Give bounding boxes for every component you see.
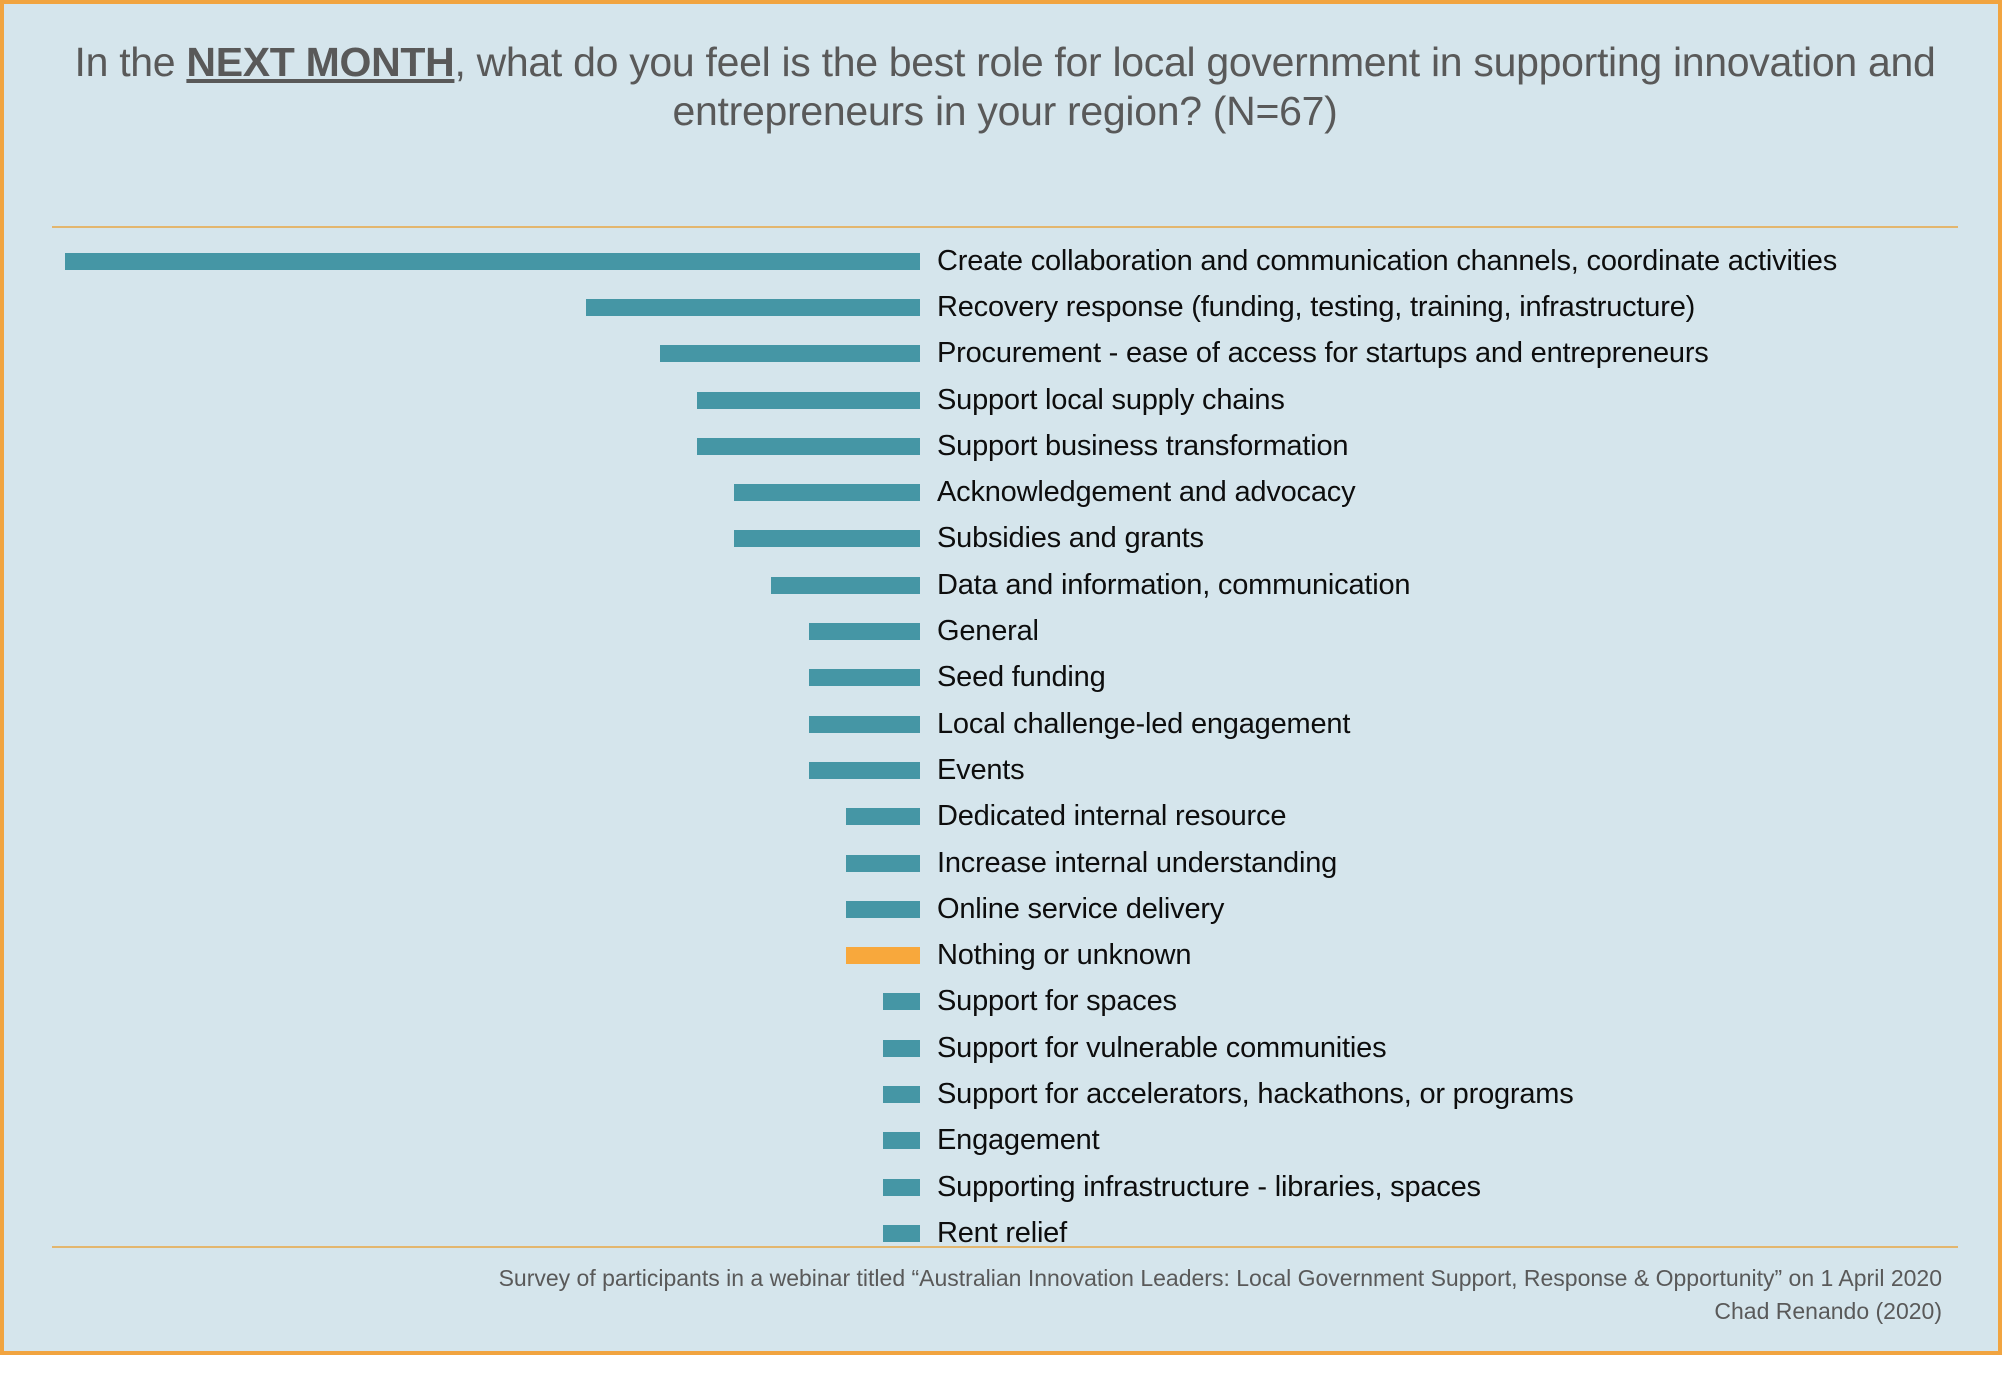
- divider-bottom: [52, 1246, 1958, 1248]
- category-label: Recovery response (funding, testing, tra…: [937, 290, 1696, 323]
- category-label: Acknowledgement and advocacy: [937, 476, 1356, 509]
- bar-column: [52, 669, 920, 687]
- chart-row: General: [52, 608, 1958, 654]
- category-bar: [585, 298, 920, 316]
- bar-column: [52, 530, 920, 548]
- category-bar: [734, 530, 920, 548]
- bar-column: [52, 298, 920, 316]
- chart-row: Seed funding: [52, 655, 1958, 701]
- category-bar: [808, 715, 920, 733]
- chart-row: Supporting infrastructure - libraries, s…: [52, 1164, 1958, 1210]
- category-bar: [845, 808, 920, 826]
- category-label: Supporting infrastructure - libraries, s…: [937, 1170, 1481, 1203]
- bar-column: [52, 1085, 920, 1103]
- bar-column: [52, 484, 920, 502]
- bar-column: [52, 1132, 920, 1150]
- category-label: Subsidies and grants: [937, 522, 1204, 555]
- source-note-line2: Chad Renando (2020): [1714, 1298, 1942, 1324]
- category-bar: [845, 900, 920, 918]
- chart-row: Support business transformation: [52, 423, 1958, 469]
- category-bar: [882, 1178, 920, 1196]
- source-note-line1: Survey of participants in a webinar titl…: [498, 1265, 1942, 1291]
- category-label: Procurement - ease of access for startup…: [937, 337, 1709, 370]
- category-bar: [697, 391, 920, 409]
- category-label: Create collaboration and communication c…: [937, 244, 1838, 277]
- category-label: Support business transformation: [937, 429, 1349, 462]
- bar-column: [52, 345, 920, 363]
- divider-top: [52, 226, 1958, 228]
- category-bar: [771, 576, 920, 594]
- bar-column: [52, 854, 920, 872]
- bar-column: [52, 623, 920, 641]
- category-bar: [882, 1224, 920, 1242]
- title-emphasis: NEXT MONTH: [186, 39, 455, 85]
- bar-column: [52, 437, 920, 455]
- category-bar: [882, 1132, 920, 1150]
- chart-row: Online service delivery: [52, 886, 1958, 932]
- chart-row: Acknowledgement and advocacy: [52, 469, 1958, 515]
- bar-column: [52, 391, 920, 409]
- chart-row: Support for accelerators, hackathons, or…: [52, 1071, 1958, 1117]
- chart-row: Increase internal understanding: [52, 840, 1958, 886]
- chart-row: Support for vulnerable communities: [52, 1025, 1958, 1071]
- chart-row: Nothing or unknown: [52, 932, 1958, 978]
- category-label: Local challenge-led engagement: [937, 707, 1351, 740]
- chart-row: Events: [52, 747, 1958, 793]
- title-suffix: , what do you feel is the best role for …: [454, 39, 1936, 135]
- bar-column: [52, 1178, 920, 1196]
- highlighted-category-bar: [845, 947, 920, 965]
- category-bar: [882, 1039, 920, 1057]
- chart-row: Dedicated internal resource: [52, 794, 1958, 840]
- category-label: Seed funding: [937, 661, 1106, 694]
- chart-row: Procurement - ease of access for startup…: [52, 331, 1958, 377]
- category-label: Nothing or unknown: [937, 939, 1192, 972]
- category-label: Dedicated internal resource: [937, 800, 1287, 833]
- chart-row: Rent relief: [52, 1210, 1958, 1256]
- category-label: Support for spaces: [937, 985, 1177, 1018]
- category-label: Rent relief: [937, 1216, 1067, 1249]
- bar-column: [52, 761, 920, 779]
- chart-row: Create collaboration and communication c…: [52, 238, 1958, 284]
- category-label: Engagement: [937, 1124, 1100, 1157]
- category-bar: [808, 623, 920, 641]
- bar-column: [52, 808, 920, 826]
- category-bar: [882, 993, 920, 1011]
- chart-row: Subsidies and grants: [52, 516, 1958, 562]
- category-label: Support for vulnerable communities: [937, 1031, 1387, 1064]
- category-bar: [845, 854, 920, 872]
- bar-column: [52, 993, 920, 1011]
- bar-column: [52, 900, 920, 918]
- bar-column: [52, 947, 920, 965]
- chart-row: Local challenge-led engagement: [52, 701, 1958, 747]
- category-label: Data and information, communication: [937, 568, 1411, 601]
- chart-row: Support for spaces: [52, 979, 1958, 1025]
- chart-row: Engagement: [52, 1118, 1958, 1164]
- category-label: Increase internal understanding: [937, 846, 1338, 879]
- category-label: Support local supply chains: [937, 383, 1285, 416]
- category-label: General: [937, 615, 1039, 648]
- category-label: Events: [937, 753, 1025, 786]
- category-bar: [697, 437, 920, 455]
- bar-column: [52, 1224, 920, 1242]
- bar-column: [52, 1039, 920, 1057]
- bar-chart: Create collaboration and communication c…: [52, 238, 1958, 1257]
- bar-column: [52, 715, 920, 733]
- title-prefix: In the: [74, 39, 187, 85]
- chart-row: Recovery response (funding, testing, tra…: [52, 284, 1958, 330]
- bar-column: [52, 576, 920, 594]
- category-label: Online service delivery: [937, 892, 1225, 925]
- bar-column: [52, 252, 920, 270]
- slide-canvas: In the NEXT MONTH, what do you feel is t…: [0, 0, 2002, 1355]
- category-bar: [808, 669, 920, 687]
- category-bar: [808, 761, 920, 779]
- category-bar: [734, 484, 920, 502]
- source-note: Survey of participants in a webinar titl…: [64, 1262, 1942, 1328]
- chart-title: In the NEXT MONTH, what do you feel is t…: [60, 38, 1950, 136]
- category-bar: [65, 252, 920, 270]
- category-bar: [659, 345, 920, 363]
- chart-row: Data and information, communication: [52, 562, 1958, 608]
- chart-row: Support local supply chains: [52, 377, 1958, 423]
- category-bar: [882, 1085, 920, 1103]
- category-label: Support for accelerators, hackathons, or…: [937, 1077, 1574, 1110]
